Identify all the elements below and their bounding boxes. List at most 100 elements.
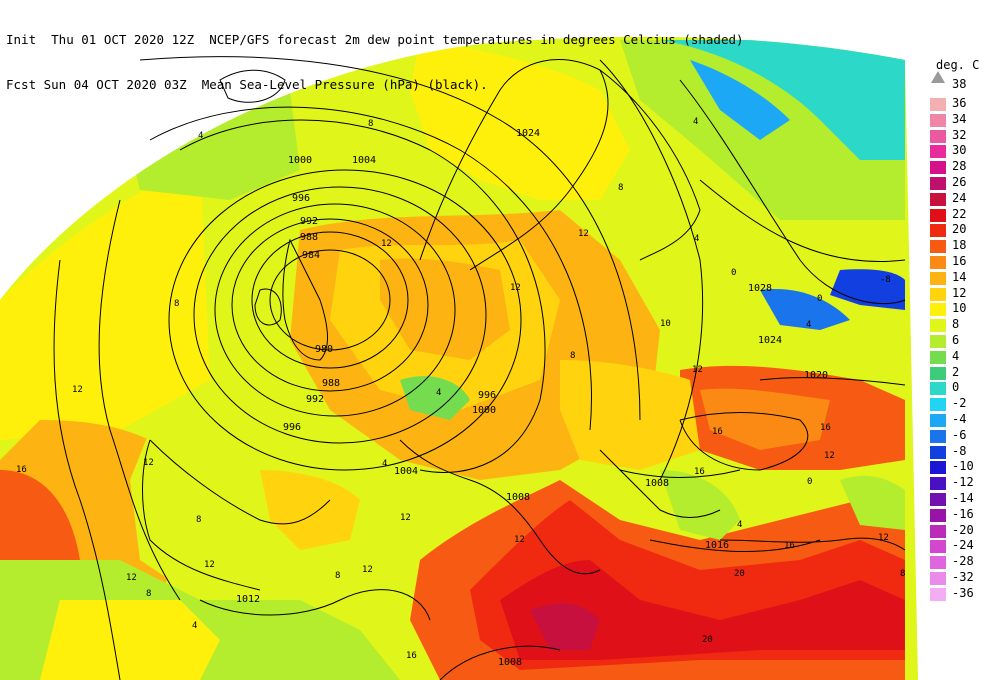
dewpoint-label: 4 bbox=[693, 117, 698, 127]
isobar-label: 1008 bbox=[645, 478, 669, 489]
colorbar-label: 6 bbox=[952, 333, 960, 347]
colorbar-label: 26 bbox=[952, 175, 967, 189]
colorbar-label: 32 bbox=[952, 127, 967, 142]
colorbar-swatch bbox=[930, 287, 946, 301]
dewpoint-label: 8 bbox=[900, 569, 905, 579]
dewpoint-label: 4 bbox=[806, 320, 811, 330]
colorbar-label: 36 bbox=[952, 96, 967, 110]
dewpoint-label: -8 bbox=[880, 275, 891, 285]
dewpoint-label: 4 bbox=[198, 131, 203, 141]
dewpoint-label: 12 bbox=[204, 560, 215, 570]
dewpoint-label: 12 bbox=[510, 283, 521, 293]
colorbar-swatch bbox=[930, 256, 946, 269]
colorbar-top-label: 38 bbox=[952, 77, 967, 91]
dewpoint-label: 0 bbox=[807, 477, 812, 487]
isobar-label: 988 bbox=[322, 378, 340, 389]
coastlines bbox=[142, 59, 906, 591]
dewpoint-label: 8 bbox=[196, 515, 201, 525]
colorbar-swatch bbox=[930, 445, 946, 459]
colorbar-label: -16 bbox=[952, 506, 974, 521]
colorbar-label: 28 bbox=[952, 159, 967, 174]
colorbar-label: 2 bbox=[952, 364, 960, 379]
colorbar-label: -2 bbox=[952, 396, 967, 411]
dewpoint-label: 4 bbox=[694, 234, 699, 244]
dewpoint-label: 12 bbox=[514, 535, 525, 545]
colorbar-label: 16 bbox=[952, 254, 967, 268]
colorbar-swatch bbox=[930, 477, 946, 491]
colorbar-swatch bbox=[930, 382, 946, 396]
dewpoint-label: 16 bbox=[820, 423, 831, 433]
isobar-label: 1004 bbox=[352, 155, 376, 166]
isobar-label: 996 bbox=[283, 422, 301, 433]
dewpoint-shading bbox=[0, 36, 918, 680]
colorbar-label: -28 bbox=[952, 554, 974, 569]
colorbar-swatch bbox=[930, 587, 946, 601]
dewpoint-label: 8 bbox=[368, 119, 373, 129]
colorbar-label: -10 bbox=[952, 459, 974, 474]
colorbar-label: 18 bbox=[952, 238, 967, 253]
colorbar-swatch bbox=[930, 208, 946, 222]
colorbar-swatch bbox=[930, 508, 946, 522]
dewpoint-label: 12 bbox=[578, 229, 589, 239]
dewpoint-label: 20 bbox=[734, 569, 745, 579]
dewpoint-label: 4 bbox=[382, 459, 387, 469]
isobar-label: 1016 bbox=[705, 540, 729, 551]
dewpoint-label: 10 bbox=[660, 319, 671, 329]
colorbar-swatch bbox=[930, 398, 946, 412]
dewpoint-label: 16 bbox=[16, 465, 27, 475]
isobar-label: 1020 bbox=[804, 370, 828, 381]
colorbar-label: 34 bbox=[952, 111, 967, 126]
isobar-label: 1000 bbox=[288, 155, 312, 166]
colorbar-swatch bbox=[930, 414, 946, 427]
colorbar-max-triangle bbox=[931, 71, 945, 83]
colorbar-label: 0 bbox=[952, 380, 960, 395]
colorbar-swatch bbox=[930, 524, 946, 538]
colorbar-swatch bbox=[930, 129, 946, 143]
dewpoint-labels: 4 8 8 4 4 0 -8 0 4 12 12 12 8 10 12 12 1… bbox=[16, 117, 905, 661]
isobar-label: 996 bbox=[478, 390, 496, 401]
forecast-time: Fcst Sun 04 OCT 2020 03Z bbox=[6, 77, 187, 92]
dewpoint-label: 4 bbox=[192, 621, 197, 631]
colorbar-label: 4 bbox=[952, 348, 960, 363]
dewpoint-label: 8 bbox=[146, 589, 151, 599]
dewpoint-label: 12 bbox=[824, 451, 835, 461]
colorbar-label: -12 bbox=[952, 475, 974, 490]
colorbar-label: 20 bbox=[952, 222, 967, 237]
dewpoint-label: 12 bbox=[126, 573, 137, 583]
dewpoint-label: 12 bbox=[400, 513, 411, 523]
isobars bbox=[53, 56, 906, 680]
isobar-label: 996 bbox=[292, 193, 310, 204]
colorbar-label: 14 bbox=[952, 269, 967, 284]
colorbar-swatch bbox=[930, 366, 946, 380]
map-title: NCEP/GFS forecast 2m dew point temperatu… bbox=[209, 32, 744, 47]
init-time: Init Thu 01 OCT 2020 12Z bbox=[6, 32, 195, 47]
isobar-label: 1004 bbox=[394, 466, 418, 477]
colorbar-label: -36 bbox=[952, 585, 974, 600]
isobar-label: 1000 bbox=[472, 405, 496, 416]
colorbar-label: -4 bbox=[952, 412, 967, 426]
colorbar-label: 8 bbox=[952, 317, 960, 332]
colorbar-swatch bbox=[930, 303, 946, 317]
dewpoint-label: 16 bbox=[712, 427, 723, 437]
isobar-label: 1024 bbox=[758, 335, 782, 346]
colorbar-label: -24 bbox=[952, 538, 974, 553]
colorbar-label: -8 bbox=[952, 443, 967, 458]
colorbar-label: -6 bbox=[952, 427, 967, 442]
isobar-label: 1024 bbox=[516, 128, 540, 139]
colorbar-swatch bbox=[930, 350, 946, 364]
dewpoint-label: 8 bbox=[174, 299, 179, 309]
dewpoint-label: 4 bbox=[737, 520, 742, 530]
colorbar-swatch bbox=[930, 192, 946, 206]
colorbar-swatch bbox=[930, 145, 946, 159]
colorbar-label: 24 bbox=[952, 190, 967, 205]
colorbar-swatch bbox=[930, 540, 946, 554]
colorbar-swatch bbox=[930, 98, 946, 111]
map-subtitle: Mean Sea-Level Pressure (hPa) (black). bbox=[201, 77, 488, 92]
colorbar-swatch bbox=[930, 493, 946, 506]
map-header: Init Thu 01 OCT 2020 12Z NCEP/GFS foreca… bbox=[6, 2, 744, 107]
dewpoint-label: 16 bbox=[784, 541, 795, 551]
colorbar-swatch bbox=[930, 240, 946, 254]
isobar-label: 1008 bbox=[498, 657, 522, 668]
colorbar-swatch bbox=[930, 224, 946, 238]
